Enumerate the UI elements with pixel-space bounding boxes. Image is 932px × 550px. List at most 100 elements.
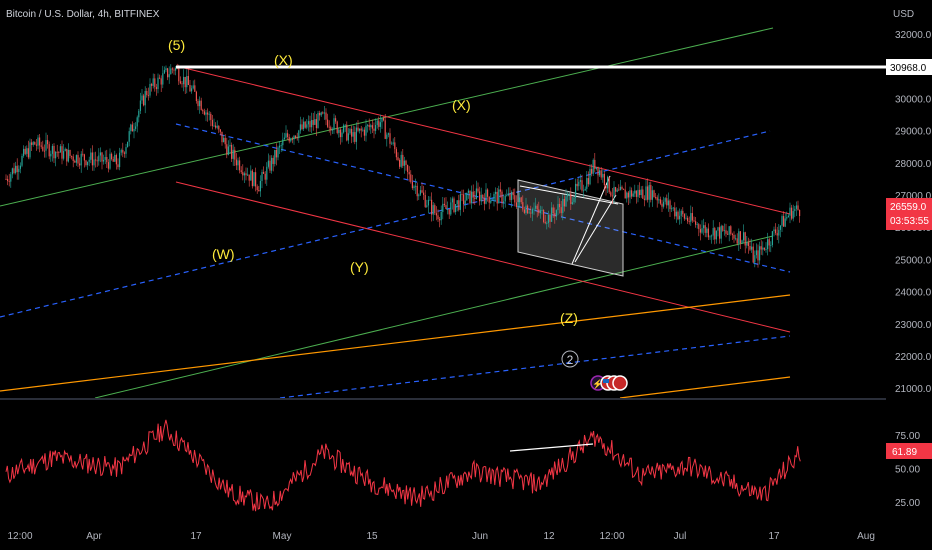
candle-body — [106, 156, 108, 163]
candle-body — [773, 229, 775, 232]
wave-label-x-1[interactable]: (X) — [274, 52, 293, 68]
candle-body — [648, 185, 650, 200]
candle-body — [621, 186, 623, 189]
candle-body — [293, 135, 295, 140]
candle-body — [59, 146, 61, 153]
event-icons[interactable]: ⚡ — [590, 375, 628, 391]
oscillator-axis[interactable]: 75.00 50.00 25.00 — [895, 431, 920, 509]
candle-body — [775, 229, 777, 234]
candle-body — [208, 113, 210, 115]
orange-line-lower[interactable] — [619, 376, 791, 399]
breakout-line-2[interactable] — [574, 194, 617, 263]
candle-body — [283, 137, 285, 140]
flag-rectangle[interactable] — [517, 179, 624, 277]
candle-body — [58, 152, 60, 153]
candle-body — [357, 127, 359, 131]
wave-label-z[interactable]: (Z) — [560, 310, 578, 326]
candle-body — [266, 166, 268, 180]
candle-body — [410, 174, 412, 182]
candle-body — [717, 227, 719, 231]
candle-body — [344, 124, 346, 126]
candle-body — [346, 124, 348, 141]
candle-body — [472, 191, 474, 198]
candle-body — [512, 192, 514, 196]
candle-body — [675, 211, 677, 217]
candle-body — [312, 120, 314, 125]
candle-body — [155, 87, 157, 90]
candle-body — [739, 231, 741, 244]
time-tick-label: 17 — [190, 531, 202, 542]
candle-body — [565, 196, 567, 207]
candle-body — [424, 195, 426, 207]
candle-body — [599, 170, 601, 176]
candle-body — [159, 77, 161, 79]
candle-body — [370, 125, 372, 128]
numbered-marker[interactable]: 2 — [561, 350, 579, 368]
blue-dashed-lower[interactable] — [279, 335, 791, 399]
candle-body — [256, 186, 258, 191]
candle-body — [794, 208, 796, 212]
candle-body — [632, 193, 634, 197]
candle-body — [568, 193, 570, 195]
candle-body — [624, 189, 626, 199]
time-tick-label: Jun — [472, 531, 488, 542]
candle-body — [752, 246, 754, 263]
candle-body — [365, 125, 367, 136]
wave-label-5[interactable]: (5) — [168, 37, 185, 53]
green-channel-lower[interactable] — [94, 235, 774, 399]
candle-body — [40, 145, 42, 147]
candle-body — [104, 156, 106, 160]
candle-body — [181, 83, 183, 85]
candle-body — [639, 189, 641, 196]
candle-body — [693, 220, 695, 222]
candle-body — [272, 157, 274, 164]
candle-body — [317, 112, 319, 129]
red-channel-upper[interactable] — [175, 65, 791, 215]
oscillator-pane[interactable] — [5, 419, 801, 512]
candle-body — [402, 154, 404, 166]
candle-body — [295, 135, 297, 138]
orange-line-upper[interactable] — [0, 294, 791, 392]
candle-body — [461, 194, 463, 195]
wave-label-x-2[interactable]: (X) — [452, 97, 471, 113]
candle-body — [399, 159, 401, 167]
candle-body — [749, 245, 751, 250]
candle-body — [704, 225, 706, 233]
candle-body — [520, 197, 522, 203]
osc-tick-label: 75.00 — [895, 431, 920, 442]
breakout-line-1[interactable] — [571, 175, 611, 265]
candle-body — [146, 91, 148, 96]
candle-body — [101, 152, 103, 162]
us-flag-event-icon-3[interactable] — [612, 375, 628, 391]
candle-body — [333, 118, 335, 130]
time-tick-label: Aug — [857, 531, 875, 542]
candle-body — [727, 233, 729, 235]
candle-body — [397, 157, 399, 160]
candle-body — [714, 228, 716, 240]
wave-label-w[interactable]: (W) — [212, 246, 235, 262]
candle-body — [205, 112, 207, 115]
candle-body — [608, 176, 610, 193]
osc-value-label: 61.89 — [892, 447, 917, 458]
wave-label-y[interactable]: (Y) — [350, 259, 369, 275]
candle-body — [285, 133, 287, 138]
oscillator-trendline[interactable] — [509, 443, 594, 452]
candle-body — [483, 197, 485, 204]
candle-body — [296, 137, 298, 139]
blue-dashed-upper[interactable] — [0, 130, 771, 318]
candle-body — [368, 124, 370, 128]
price-tick-label: 21000.0 — [895, 384, 932, 395]
candle-body — [738, 231, 740, 244]
candle-body — [235, 159, 237, 166]
candle-body — [263, 171, 265, 174]
candle-body — [778, 229, 780, 236]
candle-body — [538, 209, 540, 214]
candle-body — [783, 216, 785, 227]
time-tick-label: Apr — [86, 531, 102, 542]
time-tick-label: May — [273, 531, 292, 542]
time-axis[interactable]: 12:00 Apr 17 May 15 Jun 12 12:00 Jul 17 Aug — [7, 531, 874, 542]
candle-body — [733, 234, 735, 239]
lightning-glyph-icon: ⚡ — [592, 378, 603, 390]
candle-body — [178, 68, 180, 82]
